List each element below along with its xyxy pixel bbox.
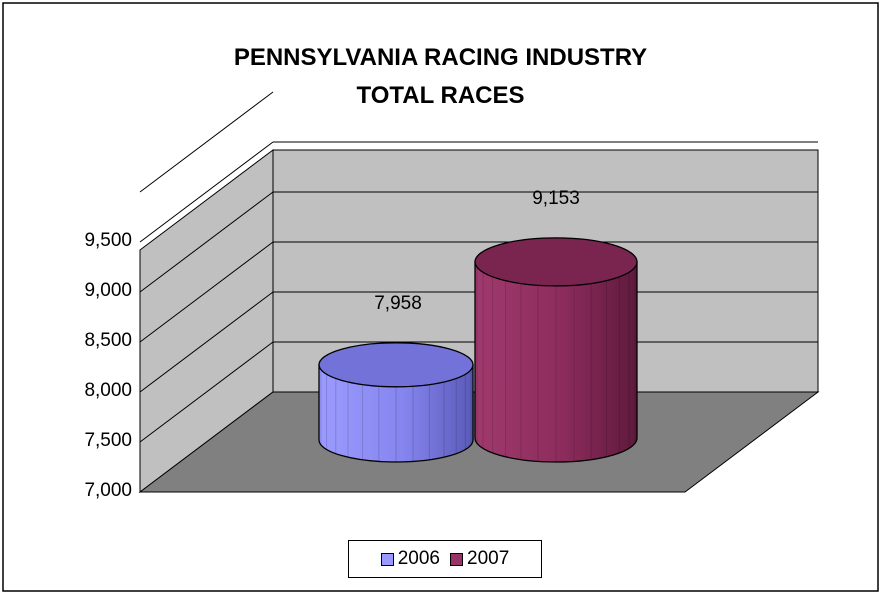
gridline-side-3 — [139, 241, 274, 343]
y-tick-label: 8,500 — [84, 330, 132, 351]
legend-item-2007: 2007 — [450, 548, 509, 570]
y-tick-label: 8,000 — [84, 380, 132, 401]
gridline-side-2 — [139, 291, 274, 393]
legend-swatch-2006 — [380, 552, 394, 566]
bar-2006 — [318, 342, 474, 463]
legend-label-2006: 2006 — [397, 548, 440, 569]
y-tick-label: 9,500 — [84, 230, 132, 251]
data-label-2007: 9,153 — [532, 187, 580, 209]
bar-body-2006 — [318, 364, 474, 463]
gridline-side-top — [139, 91, 274, 193]
legend-item-2006: 2006 — [380, 548, 440, 570]
gridline-side-4 — [139, 191, 274, 293]
bar-2007 — [474, 237, 638, 463]
bar-top-2006 — [318, 342, 474, 388]
bar-body-2007 — [474, 261, 638, 463]
gridline-side-1 — [139, 341, 274, 443]
bars — [318, 237, 638, 463]
chart-subtitle: TOTAL RACES — [356, 82, 525, 109]
bar-top-2007 — [474, 237, 638, 287]
legend-label-2007: 2007 — [467, 548, 510, 569]
y-tick-label: 9,000 — [84, 280, 132, 301]
chart-title: PENNSYLVANIA RACING INDUSTRY — [233, 44, 648, 71]
y-tick-label: 7,000 — [84, 480, 132, 501]
data-label-2006: 7,958 — [374, 292, 422, 314]
legend: 2006 2007 — [348, 540, 542, 578]
legend-swatch-2007 — [450, 552, 463, 566]
gridline-side-5 — [139, 141, 274, 243]
y-tick-label: 7,500 — [84, 430, 132, 451]
